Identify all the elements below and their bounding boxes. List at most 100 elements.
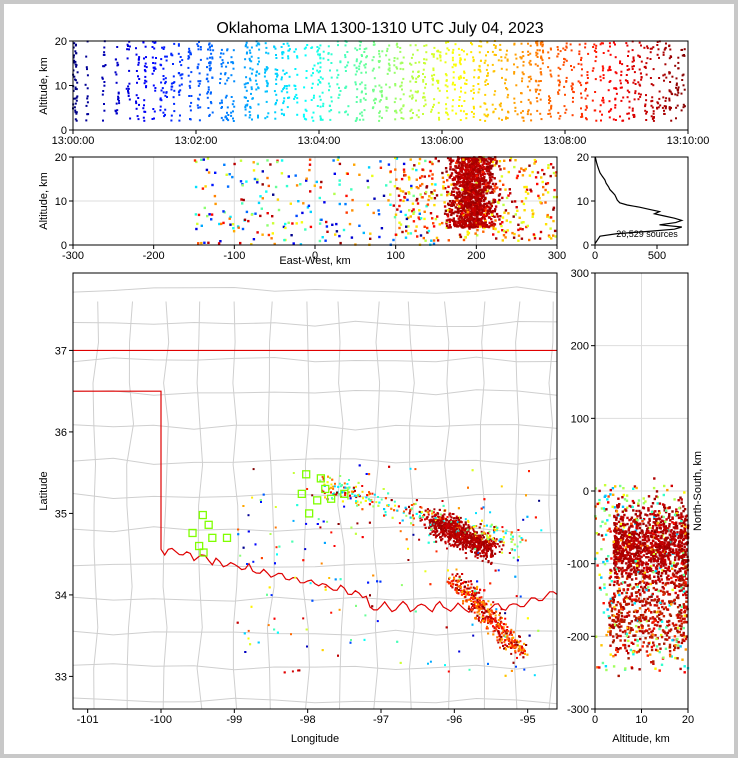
altitude-time-point <box>188 56 191 59</box>
altitude-time-point <box>312 111 315 114</box>
altitude-time-point <box>619 86 622 89</box>
altitude-time-point <box>608 42 611 45</box>
east-west-point <box>477 189 480 192</box>
map-point <box>456 573 459 575</box>
map-point <box>502 530 505 533</box>
altitude-time-point <box>657 48 660 51</box>
map-point <box>292 519 295 522</box>
altitude-time-point <box>631 65 634 68</box>
altitude-time-point <box>621 119 624 122</box>
altitude-time-point <box>539 43 542 46</box>
altitude-time-point <box>104 64 107 66</box>
altitude-time-point <box>189 86 192 89</box>
map-point <box>498 614 501 616</box>
altitude-time-point <box>473 112 475 115</box>
east-west-point <box>477 218 480 221</box>
altitude-time-point <box>548 95 550 98</box>
altitude-time-point <box>459 109 462 112</box>
altitude-time-point <box>601 113 603 116</box>
altitude-time-point <box>151 46 154 48</box>
altitude-time-point <box>638 56 641 58</box>
altitude-time-point <box>564 58 567 61</box>
altitude-time-point <box>250 86 253 89</box>
east-west-point <box>429 212 433 215</box>
altitude-time-point <box>458 61 461 64</box>
map-point <box>448 543 451 545</box>
altitude-time-point <box>319 66 322 69</box>
altitude-time-point <box>664 99 667 102</box>
east-west-point <box>472 172 475 176</box>
east-west-point <box>232 227 235 230</box>
east-west-point <box>477 178 481 181</box>
altitude-time-point <box>233 105 236 108</box>
altitude-time-point <box>327 45 330 48</box>
east-west-point <box>204 185 207 188</box>
altitude-time-point <box>188 95 191 97</box>
altitude-time-point <box>219 78 222 80</box>
altitude-time-point <box>527 42 529 45</box>
altitude-time-point <box>154 89 157 92</box>
altitude-time-point <box>232 120 235 122</box>
altitude-time-point <box>540 73 543 76</box>
altitude-time-point <box>355 66 358 69</box>
map-point <box>464 535 467 538</box>
altitude-time-point <box>431 74 433 77</box>
altitude-time-point <box>564 111 567 114</box>
east-west-point <box>478 170 481 173</box>
east-west-point <box>358 173 361 176</box>
east-west-point <box>552 234 555 237</box>
altitude-time-point <box>394 83 397 85</box>
altitude-time-point <box>550 106 553 109</box>
altitude-time-point <box>196 65 199 68</box>
altitude-time-point <box>649 58 652 60</box>
east-west-point <box>472 156 475 159</box>
altitude-time-point <box>399 67 402 70</box>
east-west-point <box>477 158 480 162</box>
altitude-time-point <box>477 83 480 85</box>
altitude-time-point <box>487 72 489 75</box>
altitude-time-point <box>206 96 209 99</box>
east-west-point <box>267 233 271 237</box>
altitude-time-point <box>296 113 299 116</box>
altitude-time-point <box>359 100 362 103</box>
altitude-time-point <box>165 59 168 62</box>
altitude-time-point <box>620 86 623 89</box>
altitude-time-point <box>453 88 456 91</box>
altitude-time-point <box>528 61 531 64</box>
altitude-time-point <box>177 43 180 46</box>
map-point <box>468 598 471 601</box>
altitude-time-point <box>160 89 163 92</box>
altitude-time-point <box>477 91 480 94</box>
map-point <box>475 512 477 515</box>
county-line <box>73 493 557 500</box>
altitude-time-point <box>74 109 77 112</box>
east-west-point <box>323 201 326 204</box>
east-west-point <box>467 231 471 235</box>
altitude-time-point <box>372 88 374 91</box>
map-point <box>330 611 333 614</box>
altitude-time-point <box>412 53 414 56</box>
altitude-time-point <box>330 109 333 112</box>
altitude-time-point <box>529 63 532 66</box>
county-line <box>73 526 557 534</box>
altitude-time-point <box>137 61 140 64</box>
east-west-point <box>408 178 411 181</box>
altitude-time-point <box>470 89 473 92</box>
map-point <box>500 548 503 551</box>
map-point <box>444 664 446 667</box>
altitude-time-point <box>539 98 542 101</box>
east-west-point <box>456 199 459 202</box>
map-point <box>338 482 341 485</box>
east-west-point <box>531 213 535 216</box>
altitude-time-point <box>579 81 582 84</box>
altitude-time-point <box>372 90 375 93</box>
altitude-time-point <box>336 76 339 79</box>
altitude-time-point <box>393 64 396 67</box>
east-west-point <box>272 193 275 196</box>
altitude-time-point <box>288 75 291 78</box>
altitude-time-point <box>559 68 562 71</box>
east-west-point <box>482 214 486 217</box>
map-point <box>433 541 436 543</box>
east-west-point <box>464 168 467 172</box>
altitude-time-point <box>437 111 440 114</box>
